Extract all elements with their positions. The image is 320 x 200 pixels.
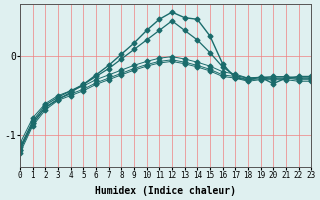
X-axis label: Humidex (Indice chaleur): Humidex (Indice chaleur) [95,186,236,196]
